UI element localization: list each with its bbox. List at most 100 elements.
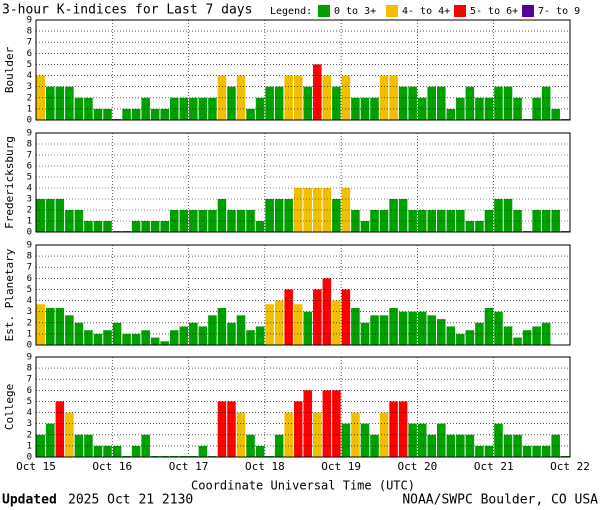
bar: [475, 221, 484, 232]
bar: [465, 434, 475, 457]
y-tick-label: 4: [27, 184, 32, 194]
panel-frame: [35, 244, 571, 346]
bar: [65, 315, 74, 345]
bar: [437, 86, 446, 120]
bar: [522, 330, 532, 345]
bar: [351, 412, 360, 457]
legend-swatch: [522, 5, 534, 17]
updated-label: Updated: [2, 493, 57, 508]
bar: [246, 210, 255, 232]
bar: [198, 326, 208, 345]
bar: [408, 311, 417, 345]
bar: [160, 221, 169, 232]
bar: [475, 97, 484, 120]
y-tick-label: 9: [27, 241, 32, 251]
x-tick-label: Oct 18: [245, 460, 285, 473]
bar: [446, 326, 456, 345]
bar: [503, 326, 513, 345]
bar: [408, 423, 417, 457]
bar: [417, 210, 427, 232]
bar: [131, 333, 141, 345]
bar: [265, 86, 274, 120]
bar: [55, 199, 65, 232]
bar: [55, 308, 65, 345]
bar: [246, 108, 255, 120]
bar: [293, 188, 303, 232]
bar: [227, 86, 236, 120]
bar: [389, 199, 398, 232]
bar: [217, 308, 227, 345]
y-tick-label: 2: [27, 206, 32, 216]
bar: [179, 326, 189, 345]
y-tick-label: 7: [27, 151, 32, 161]
y-tick-label: 0: [27, 228, 32, 238]
y-tick-label: 1: [27, 329, 32, 339]
bar: [103, 445, 112, 457]
bar: [513, 434, 522, 457]
bar: [332, 199, 341, 232]
bar: [284, 199, 293, 232]
bar: [341, 289, 351, 345]
y-tick-label: 2: [27, 430, 32, 440]
bar: [217, 401, 227, 457]
bar: [437, 423, 446, 457]
bar: [255, 221, 265, 232]
bar: [55, 86, 65, 120]
bar: [141, 221, 150, 232]
bar: [532, 326, 541, 345]
bar: [274, 86, 284, 120]
bar: [84, 97, 93, 120]
x-tick-label: Oct 17: [169, 460, 209, 473]
bar: [303, 188, 313, 232]
y-tick-label: 0: [27, 341, 32, 351]
bar: [160, 341, 169, 345]
bar: [160, 108, 169, 120]
bar: [475, 322, 484, 345]
y-tick-label: 4: [27, 71, 32, 81]
bar: [360, 97, 370, 120]
bar: [408, 86, 417, 120]
y-tick-label: 2: [27, 318, 32, 328]
x-tick-label: Oct 19: [321, 460, 361, 473]
bar: [513, 97, 522, 120]
bar: [293, 401, 303, 457]
panel-label: Est. Planetary: [3, 248, 16, 341]
panel-label: Boulder: [3, 46, 16, 93]
x-tick-label: Oct 20: [398, 460, 438, 473]
y-tick-label: 8: [27, 140, 32, 150]
bar: [532, 210, 541, 232]
panel-frame: [35, 356, 571, 458]
bar: [189, 210, 198, 232]
updated-time: 2025 Oct 21 2130: [68, 493, 193, 508]
bar: [55, 401, 65, 457]
bar: [265, 199, 274, 232]
bar: [503, 86, 513, 120]
y-tick-label: 6: [27, 274, 32, 284]
bar: [170, 330, 179, 345]
bar: [494, 311, 503, 345]
bar: [427, 315, 436, 345]
bar: [417, 97, 427, 120]
bar: [255, 445, 265, 457]
legend-label: 7- to 9: [538, 6, 580, 17]
bar: [484, 210, 494, 232]
bar: [208, 210, 217, 232]
y-tick-label: 7: [27, 263, 32, 273]
bar: [112, 445, 122, 457]
bar: [236, 315, 246, 345]
y-tick-label: 3: [27, 82, 32, 92]
bar: [313, 188, 322, 232]
bar: [84, 221, 93, 232]
y-tick-label: 8: [27, 252, 32, 262]
bar: [437, 319, 446, 345]
y-tick-label: 3: [27, 195, 32, 205]
bar: [141, 330, 150, 345]
bar: [398, 86, 408, 120]
bar: [370, 434, 379, 457]
y-tick-label: 6: [27, 162, 32, 172]
bar: [93, 445, 103, 457]
bar: [236, 75, 246, 120]
bar: [217, 199, 227, 232]
bar: [541, 86, 551, 120]
